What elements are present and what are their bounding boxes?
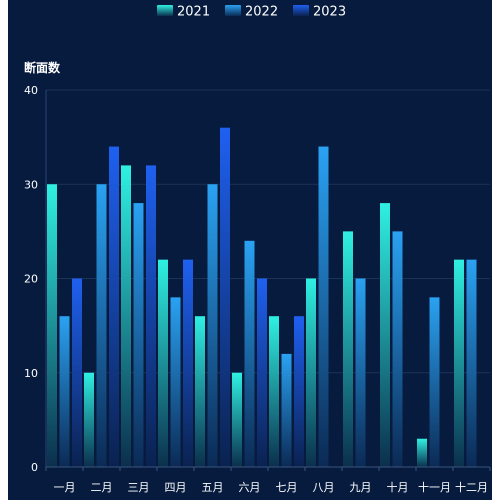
x-tick-label: 二月 — [91, 481, 113, 494]
x-tick-label: 三月 — [128, 481, 150, 494]
x-tick-label: 八月 — [313, 481, 335, 494]
x-tick-label: 七月 — [276, 481, 298, 494]
bar-2022-2[interactable] — [96, 184, 107, 467]
bar-2021-4[interactable] — [158, 259, 168, 467]
bar-2021-6[interactable] — [232, 372, 242, 467]
bar-2021-1[interactable] — [47, 184, 57, 467]
bar-2021-11[interactable] — [417, 438, 427, 467]
y-tick-label: 20 — [24, 273, 38, 286]
bars — [47, 127, 477, 468]
legend-label-2021[interactable]: 2021 — [177, 5, 210, 20]
x-tick-label: 十二月 — [455, 480, 488, 494]
y-axis-label: 断面数 — [24, 60, 61, 75]
bar-2022-8[interactable] — [318, 146, 329, 468]
bar-2023-4[interactable] — [183, 259, 193, 467]
legend-label-2023[interactable]: 2023 — [313, 5, 346, 20]
x-tick-label: 十一月 — [418, 480, 451, 494]
legend-label-2022[interactable]: 2022 — [245, 5, 278, 20]
legend-swatch-2023[interactable] — [293, 5, 309, 16]
legend-swatch-2021[interactable] — [157, 5, 173, 16]
bar-2022-5[interactable] — [207, 184, 218, 467]
bar-2021-2[interactable] — [84, 372, 94, 467]
bar-2021-7[interactable] — [269, 316, 279, 467]
x-tick-label: 一月 — [54, 481, 76, 494]
y-axis-ticks: 0 10 20 30 40 — [24, 84, 38, 474]
bar-2022-6[interactable] — [244, 240, 255, 467]
grid-lines — [45, 89, 490, 467]
bar-2022-7[interactable] — [281, 353, 292, 467]
x-tick-label: 十月 — [387, 480, 409, 494]
bar-chart: 2021 2022 2023 断面数 0 10 20 30 40 一月 二月 三月 四月 五月 六月 七… — [24, 5, 491, 494]
bar-2021-10[interactable] — [380, 203, 390, 467]
x-axis: 一月 二月 三月 四月 五月 六月 七月 八月 九月 十月 十一月 十二月 — [45, 466, 491, 494]
chart-panel: 2021 2022 2023 断面数 0 10 20 30 40 一月 二月 三月 四月 五月 六月 七… — [8, 0, 492, 500]
bar-2021-5[interactable] — [195, 316, 205, 467]
y-tick-label: 0 — [31, 461, 38, 474]
y-tick-label: 40 — [24, 84, 38, 97]
bar-2023-3[interactable] — [146, 165, 156, 467]
y-tick-label: 10 — [24, 367, 38, 380]
bar-2023-1[interactable] — [72, 278, 82, 468]
y-tick-label: 30 — [24, 178, 38, 191]
bar-2022-11[interactable] — [429, 297, 440, 467]
x-tick-label: 九月 — [350, 481, 372, 494]
bar-2021-8[interactable] — [306, 278, 316, 468]
x-tick-label: 六月 — [239, 481, 261, 494]
x-tick-label: 四月 — [165, 481, 187, 494]
bar-2022-3[interactable] — [133, 203, 144, 467]
bar-2021-12[interactable] — [454, 259, 464, 467]
bar-2021-9[interactable] — [343, 231, 353, 467]
bar-2022-10[interactable] — [392, 231, 403, 467]
bar-2022-12[interactable] — [466, 259, 477, 467]
bar-2023-7[interactable] — [294, 316, 304, 467]
bar-2022-4[interactable] — [170, 297, 181, 467]
bar-2023-6[interactable] — [257, 278, 267, 468]
legend: 2021 2022 2023 — [157, 5, 346, 20]
bar-2023-2[interactable] — [109, 146, 119, 468]
bar-2022-1[interactable] — [59, 316, 70, 467]
bar-2023-5[interactable] — [220, 127, 230, 467]
x-tick-label: 五月 — [202, 481, 224, 494]
bar-2021-3[interactable] — [121, 165, 131, 467]
bar-2022-9[interactable] — [355, 278, 366, 468]
legend-swatch-2022[interactable] — [225, 5, 241, 16]
